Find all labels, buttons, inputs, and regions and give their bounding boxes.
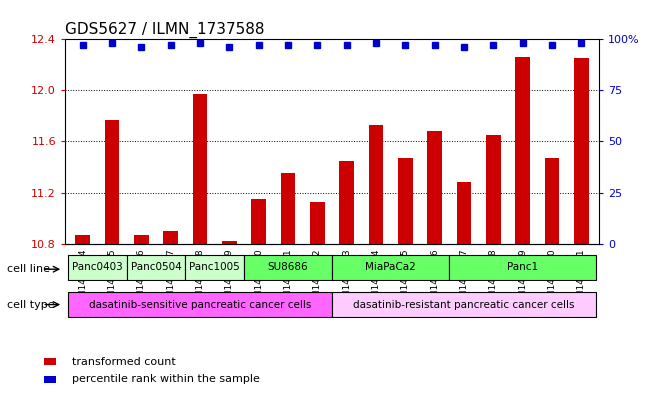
Bar bbox=[193, 94, 208, 244]
Text: MiaPaCa2: MiaPaCa2 bbox=[365, 262, 416, 272]
Text: dasatinib-resistant pancreatic cancer cells: dasatinib-resistant pancreatic cancer ce… bbox=[353, 299, 575, 310]
Bar bbox=[44, 376, 56, 383]
FancyBboxPatch shape bbox=[332, 255, 449, 280]
Bar bbox=[44, 358, 56, 365]
Text: Panc1005: Panc1005 bbox=[189, 262, 240, 272]
Text: percentile rank within the sample: percentile rank within the sample bbox=[72, 374, 260, 384]
Text: Panc1: Panc1 bbox=[507, 262, 538, 272]
Text: Panc0504: Panc0504 bbox=[131, 262, 182, 272]
FancyBboxPatch shape bbox=[127, 255, 186, 280]
Bar bbox=[516, 57, 530, 244]
FancyBboxPatch shape bbox=[449, 255, 596, 280]
Text: cell line: cell line bbox=[7, 264, 49, 274]
Bar bbox=[456, 182, 471, 244]
FancyBboxPatch shape bbox=[332, 292, 596, 317]
Bar bbox=[368, 125, 383, 244]
FancyBboxPatch shape bbox=[68, 292, 332, 317]
Bar bbox=[310, 202, 325, 244]
Bar bbox=[222, 241, 237, 244]
Bar bbox=[486, 135, 501, 244]
Bar bbox=[251, 199, 266, 244]
Bar bbox=[163, 231, 178, 244]
FancyBboxPatch shape bbox=[244, 255, 332, 280]
Text: transformed count: transformed count bbox=[72, 356, 175, 367]
Bar bbox=[574, 59, 589, 244]
Text: Panc0403: Panc0403 bbox=[72, 262, 123, 272]
Bar bbox=[134, 235, 148, 244]
Bar bbox=[398, 158, 413, 244]
Bar bbox=[76, 235, 90, 244]
Text: dasatinib-sensitive pancreatic cancer cells: dasatinib-sensitive pancreatic cancer ce… bbox=[89, 299, 311, 310]
Text: GDS5627 / ILMN_1737588: GDS5627 / ILMN_1737588 bbox=[65, 22, 264, 38]
Bar bbox=[545, 158, 559, 244]
Text: SU8686: SU8686 bbox=[268, 262, 309, 272]
FancyBboxPatch shape bbox=[186, 255, 244, 280]
Bar bbox=[105, 120, 119, 244]
Bar bbox=[427, 131, 442, 244]
Text: cell type: cell type bbox=[7, 299, 54, 310]
Bar bbox=[281, 173, 296, 244]
FancyBboxPatch shape bbox=[68, 255, 127, 280]
Bar bbox=[339, 161, 354, 244]
